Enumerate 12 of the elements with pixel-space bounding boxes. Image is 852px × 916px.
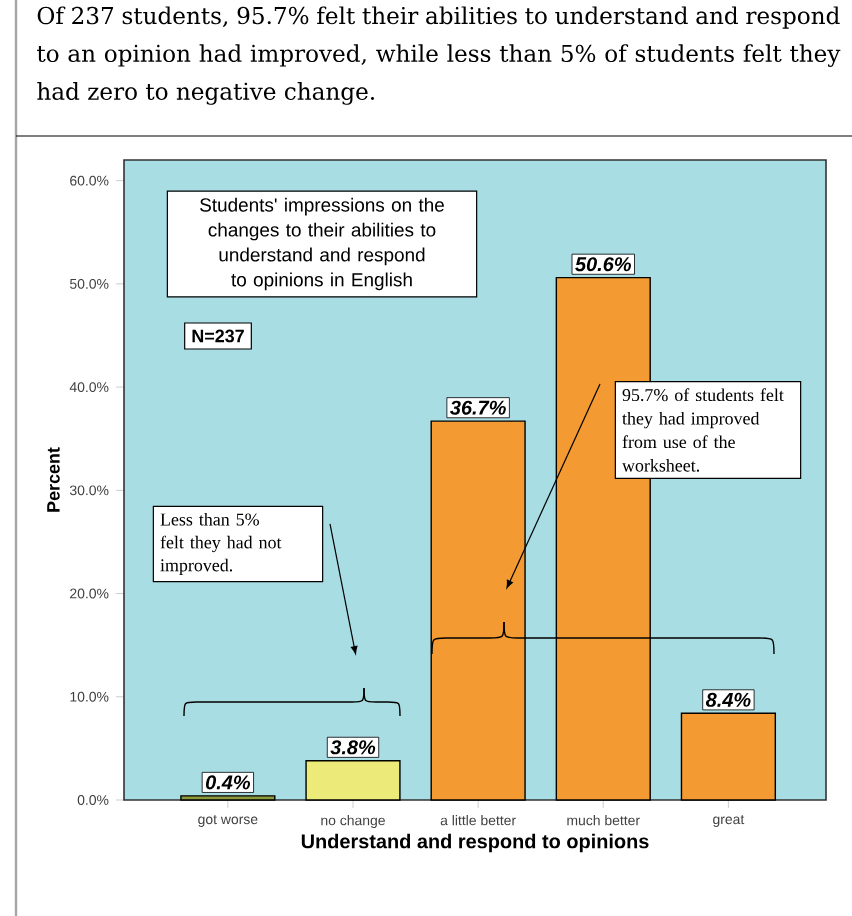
y-axis-title: Percent [47,447,60,512]
annotation: 95.7% of students felt they had improved from use of the worksheet. [622,388,784,472]
annotation: N=237 [192,329,244,343]
data-label: 0.4% [205,775,251,790]
data-label: 3.8% [330,740,376,755]
chart-title: Of 237 students, 95.7% felt their abilities to understand and respond to an opinion had improved, while less than 5% of students felt they had zero to negative change. [37,6,841,105]
data-label: 50.6% [575,257,631,272]
data-label: 36.7% [450,400,506,415]
data-label: 8.4% [705,692,751,707]
annotation: Less than 5% felt they had not improved. [160,512,282,576]
x-axis-title: Understand and respond to opinions [301,833,649,853]
annotation: Students' impressions on the changes to their abilities to understand and respond to opinions in English [200,197,444,291]
